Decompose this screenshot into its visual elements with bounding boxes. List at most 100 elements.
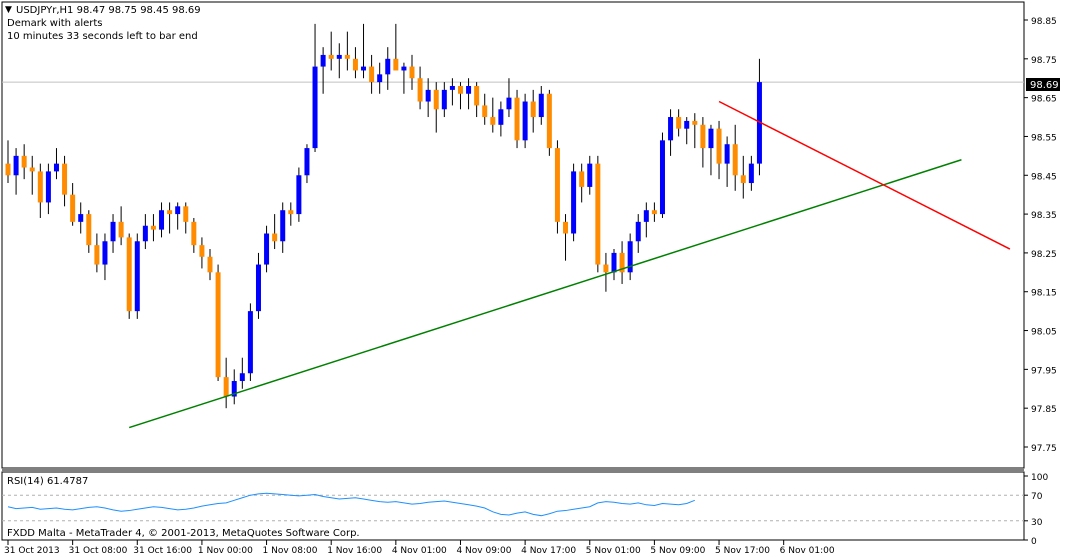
time-tick-label: 6 Nov 01:00 <box>780 546 835 556</box>
candle-bear <box>474 85 480 106</box>
resistance-trendline <box>718 100 1011 250</box>
rsi-tick-label: 0 <box>1031 537 1037 547</box>
time-axis: 31 Oct 2013 31 Oct 08:00 31 Oct 16:00 1 Nov… <box>4 540 835 556</box>
candle-bear <box>603 264 609 273</box>
rsi-plot-area[interactable] <box>1 471 1025 541</box>
candle-bull <box>296 175 302 215</box>
price-tick-label: 98.85 <box>1031 17 1057 27</box>
candle-bear <box>167 210 173 215</box>
copyright-text: FXDD Malta - MetaTrader 4, © 2001-2013, … <box>7 528 360 539</box>
candles <box>5 23 762 409</box>
candle-bull <box>538 93 544 118</box>
candle-bear <box>579 171 585 187</box>
time-tick-label: 31 Oct 2013 <box>4 546 60 556</box>
price-tick-label: 97.75 <box>1031 444 1057 454</box>
candle-bear <box>409 66 415 79</box>
candle-bull <box>724 144 730 164</box>
price-tick-label: 98.45 <box>1031 172 1057 182</box>
candle-bull <box>320 54 326 67</box>
candle-bear <box>21 155 27 168</box>
candle-bull <box>102 241 108 265</box>
candle-bear <box>37 171 43 203</box>
candle-bear <box>700 124 706 149</box>
candle-bear <box>344 54 350 59</box>
candle-bull <box>255 264 261 312</box>
candle-bull <box>748 163 754 184</box>
candle-bear <box>70 194 76 222</box>
candle-bear <box>183 206 189 222</box>
rsi-label: RSI(14) 61.4787 <box>7 476 88 487</box>
candle-bull <box>13 155 19 176</box>
candle-bull <box>441 89 447 110</box>
candle-bull <box>708 128 714 149</box>
candle-bear <box>676 117 682 129</box>
time-tick-label: 4 Nov 09:00 <box>456 546 511 556</box>
header-collapse-icon[interactable]: ▼ <box>5 5 12 15</box>
candle-bear <box>417 78 423 102</box>
candle-bear <box>716 128 722 164</box>
candle-bull <box>264 233 270 265</box>
candle-bear <box>118 221 124 238</box>
price-tick-label: 98.65 <box>1031 95 1057 105</box>
price-tick-label: 98.05 <box>1031 328 1057 338</box>
price-tick-label: 98.55 <box>1031 133 1057 143</box>
candle-bull <box>643 210 649 222</box>
candle-bear <box>514 97 520 141</box>
candle-bull <box>239 373 245 382</box>
candle-bear <box>619 252 625 273</box>
candle-bull <box>756 82 762 164</box>
timer-line: 10 minutes 33 seconds left to bar end <box>7 31 198 42</box>
candle-bear <box>352 58 358 71</box>
candle-bull <box>611 252 617 273</box>
candle-bear <box>740 175 746 184</box>
rsi-tick-label: 70 <box>1031 492 1043 502</box>
candle-bull <box>377 74 383 83</box>
candle-bull <box>231 381 237 397</box>
main-plot-area[interactable] <box>1 1 1025 469</box>
candle-bull <box>522 101 528 141</box>
candle-bull <box>142 225 148 242</box>
candle-bull <box>466 85 472 94</box>
candle-bull <box>401 66 407 71</box>
candle-bear <box>86 214 92 246</box>
trendlines[interactable] <box>128 100 1011 429</box>
candle-bull <box>336 54 342 59</box>
candle-bull <box>385 58 391 75</box>
candle-bull <box>304 148 310 176</box>
candle-bull <box>587 163 593 187</box>
candle-bear <box>393 58 399 71</box>
candle-bull <box>659 140 665 215</box>
candle-bear <box>328 54 334 59</box>
candle-bull <box>280 210 286 242</box>
candle-bear <box>207 256 213 273</box>
candle-bull <box>425 89 431 102</box>
symbol-line: USDJPYr,H1 98.47 98.75 98.45 98.69 <box>16 5 201 16</box>
candle-bear <box>554 148 560 222</box>
indicator-line: Demark with alerts <box>7 18 103 29</box>
candle-bull <box>110 221 116 242</box>
time-tick-label: 1 Nov 00:00 <box>198 546 253 556</box>
price-axis: 98.85 98.75 98.65 98.55 98.45 98.35 98.25 98.15… <box>1024 17 1057 454</box>
candle-bear <box>490 117 496 125</box>
last-price-label: 98.69 <box>1030 80 1059 91</box>
candle-bear <box>732 144 738 176</box>
candle-bear <box>692 120 698 125</box>
price-tick-label: 98.25 <box>1031 250 1057 260</box>
candle-bull <box>312 66 318 149</box>
candle-bear <box>150 225 156 230</box>
candle-bull <box>668 117 674 141</box>
time-tick-label: 4 Nov 01:00 <box>392 546 447 556</box>
candle-bear <box>126 237 132 312</box>
candle-bull <box>53 163 59 172</box>
candle-bull <box>449 85 455 90</box>
candle-bull <box>627 241 633 273</box>
candle-bear <box>546 93 552 149</box>
rsi-indicator: 100 70 30 0 <box>2 473 1048 547</box>
candle-bear <box>272 233 278 242</box>
candle-bear <box>215 272 221 378</box>
time-tick-label: 5 Nov 09:00 <box>650 546 705 556</box>
support-trendline <box>128 159 962 429</box>
candle-bull <box>134 241 140 312</box>
candle-bear <box>563 221 569 234</box>
candle-bull <box>247 311 253 374</box>
